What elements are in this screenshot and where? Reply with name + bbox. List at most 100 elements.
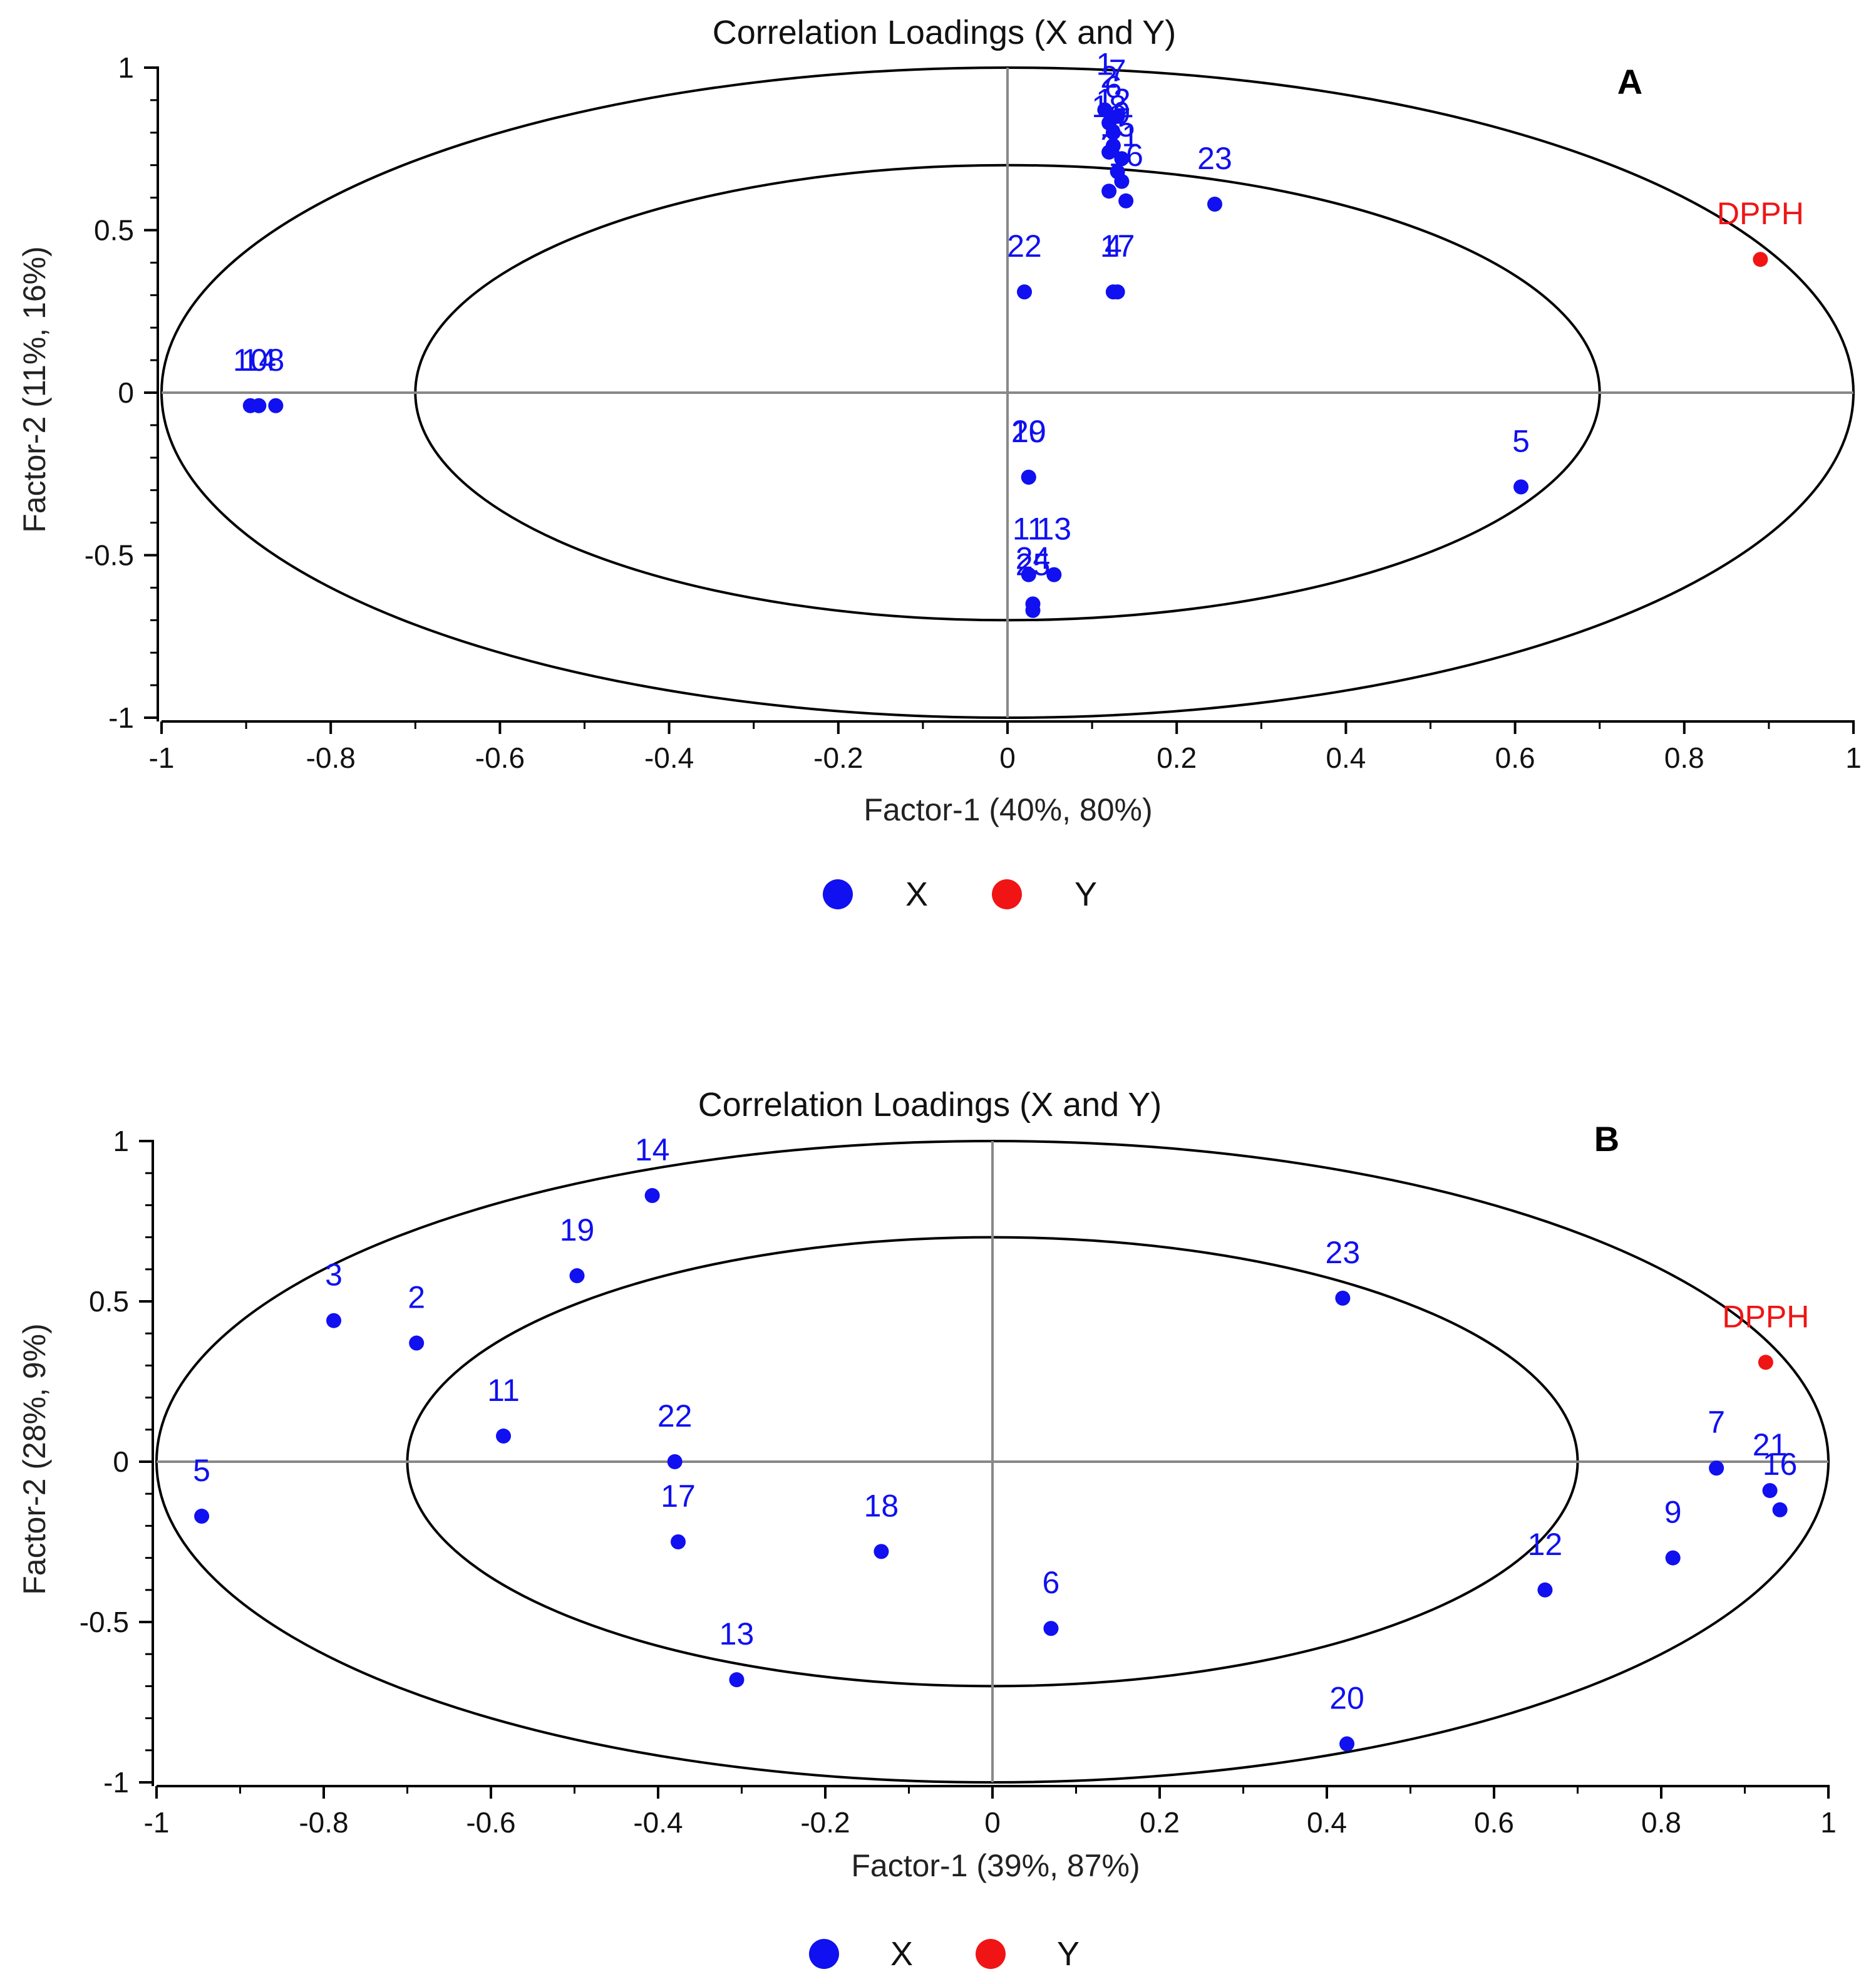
data-point	[1101, 144, 1117, 160]
data-point-label: 11	[1013, 512, 1045, 547]
x-tick-label: 0.2	[1140, 1806, 1180, 1839]
y-axis-label-b: Factor-2 (28%, 9%)	[17, 1323, 52, 1594]
x-tick-label: -0.8	[306, 741, 356, 774]
x-tick-label: -0.4	[644, 741, 694, 774]
points-a: 1014822235417312679121516182119201113242…	[233, 46, 1804, 618]
data-point-label: 1	[1096, 46, 1113, 81]
x-tick-label: -0.6	[475, 741, 525, 774]
data-point-label: 19	[1011, 414, 1046, 449]
data-point	[1753, 252, 1768, 267]
data-point-label: 21	[1105, 118, 1140, 153]
data-point-label: 2	[1100, 59, 1118, 95]
data-point	[1110, 284, 1125, 300]
legend-a: X Y	[823, 876, 1097, 913]
data-point	[1118, 193, 1134, 209]
data-point	[667, 1454, 683, 1469]
data-point	[1114, 173, 1130, 189]
data-point	[1101, 183, 1117, 199]
data-point	[251, 398, 267, 413]
legend-b: X Y	[809, 1935, 1080, 1973]
data-point	[1665, 1550, 1681, 1566]
panel-letter-a: A	[1617, 62, 1642, 101]
data-point-label: 13	[1036, 512, 1071, 547]
chart-title-b: Correlation Loadings (X and Y)	[698, 1086, 1162, 1124]
chart-panel-b: Correlation Loadings (X and Y) B -1 -0.8-…	[17, 1086, 1837, 1973]
data-point	[1043, 1621, 1059, 1636]
data-point-label: 18	[864, 1488, 899, 1523]
data-point-label: 7	[1109, 53, 1126, 88]
data-point-label: 6	[1105, 70, 1122, 105]
legend-x-marker-a	[823, 879, 853, 909]
x-tick-label: -1	[144, 1806, 170, 1839]
data-point-label: 5	[1512, 424, 1530, 459]
data-point	[1207, 196, 1222, 212]
x-tick-label: 0.6	[1495, 741, 1535, 774]
x-ticks-a: -1 -0.8 -0.6 -0.4 -0.2 0 0.2 0.4 0.6 0.8 1	[149, 721, 1862, 774]
legend-x-label-b: X	[890, 1935, 913, 1973]
data-point-label: 9	[1664, 1495, 1682, 1530]
x-tick-label: -1	[149, 741, 175, 774]
data-point	[1339, 1736, 1355, 1752]
data-point-label: 5	[193, 1453, 210, 1488]
x-tick-label: 0.8	[1641, 1806, 1681, 1839]
y-axis-label-a: Factor-2 (11%, 16%)	[17, 246, 52, 533]
y-tick-label: -1	[108, 701, 134, 734]
x-axis-label-b: Factor-1 (39%, 87%)	[851, 1848, 1140, 1883]
x-tick-label: -0.2	[813, 741, 863, 774]
y-ticks-b: 1 0.5 0 -0.5 -1	[80, 1125, 153, 1799]
data-point-label: 25	[1016, 547, 1051, 582]
data-point	[644, 1188, 660, 1204]
data-point-label: 3	[325, 1258, 343, 1293]
y-tick-label: -0.5	[85, 539, 134, 572]
panel-letter-b: B	[1594, 1119, 1619, 1159]
data-point-label: 17	[661, 1479, 696, 1514]
data-point	[409, 1335, 425, 1351]
data-point-label: 4	[1105, 229, 1122, 264]
x-axis-label-a: Factor-1 (40%, 80%)	[863, 792, 1152, 827]
data-point	[1110, 108, 1125, 124]
data-point	[1758, 1355, 1773, 1370]
data-point-label: 23	[1197, 141, 1232, 176]
data-point-label: 10	[233, 343, 268, 378]
data-point	[1021, 567, 1036, 582]
legend-y-label-b: Y	[1057, 1935, 1080, 1973]
y-tick-label: 0	[113, 1445, 129, 1478]
x-tick-label: -0.4	[633, 1806, 683, 1839]
data-point	[1025, 602, 1041, 618]
chart-title-a: Correlation Loadings (X and Y)	[713, 14, 1176, 51]
data-point-label: 12	[1096, 83, 1131, 118]
data-point	[1017, 284, 1033, 300]
data-point	[1762, 1483, 1778, 1499]
data-point	[874, 1544, 889, 1559]
x-tick-label: 1	[1845, 741, 1862, 774]
y-tick-label: -0.5	[80, 1606, 129, 1638]
data-point	[1709, 1460, 1724, 1476]
x-tick-label: -0.2	[800, 1806, 850, 1839]
x-tick-label: 0	[999, 741, 1016, 774]
data-point-label: 12	[1528, 1527, 1563, 1562]
data-point-label: 16	[1763, 1447, 1798, 1482]
data-point-label: 21	[1753, 1427, 1788, 1462]
data-point	[1105, 125, 1121, 140]
data-point	[1114, 151, 1130, 167]
legend-y-marker-b	[976, 1939, 1006, 1969]
y-tick-label: 1	[113, 1125, 129, 1157]
data-point-label: 18	[1091, 89, 1126, 124]
data-point-label: 19	[560, 1212, 595, 1248]
data-point	[729, 1672, 745, 1688]
data-point-label: 9	[1113, 95, 1130, 130]
data-point	[569, 1268, 585, 1284]
y-ticks-a: 1 0.5 0 -0.5 -1	[85, 51, 158, 734]
legend-x-marker-b	[809, 1939, 839, 1969]
data-point	[1537, 1582, 1553, 1598]
data-point-label: DPPH	[1717, 196, 1804, 231]
y-tick-label: 0	[118, 376, 134, 409]
data-point	[671, 1534, 686, 1549]
y-tick-label: 1	[118, 51, 134, 84]
data-point	[496, 1429, 512, 1444]
chart-panel-a: Correlation Loadings (X and Y) A -1 -0.8 -…	[17, 14, 1862, 913]
data-point-label: 23	[1326, 1235, 1361, 1270]
data-point-label: 14	[635, 1132, 670, 1167]
